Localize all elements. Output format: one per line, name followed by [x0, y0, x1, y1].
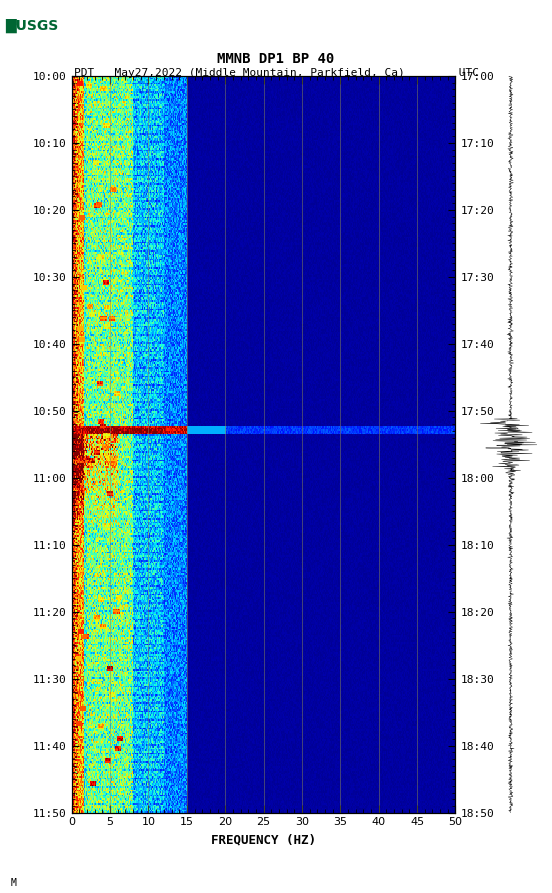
Text: M: M	[11, 878, 17, 888]
X-axis label: FREQUENCY (HZ): FREQUENCY (HZ)	[211, 833, 316, 846]
Text: PDT   May27,2022 (Middle Mountain, Parkfield, Ca)        UTC: PDT May27,2022 (Middle Mountain, Parkfie…	[73, 68, 479, 79]
Text: █USGS: █USGS	[6, 20, 59, 33]
Text: MMNB DP1 BP 40: MMNB DP1 BP 40	[217, 52, 335, 66]
